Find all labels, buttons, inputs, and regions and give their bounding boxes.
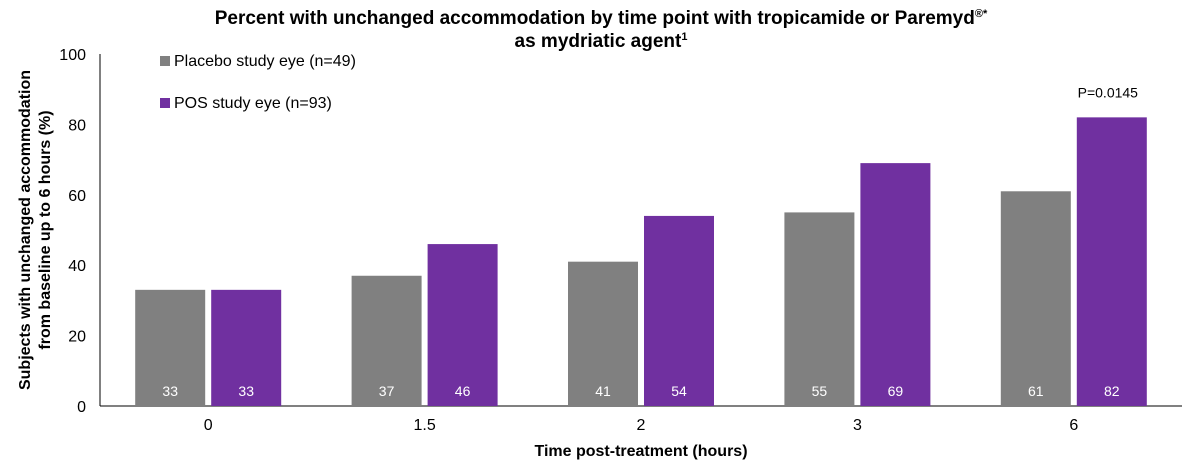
bar-value-label: 54 — [671, 383, 687, 399]
bar-value-label: 33 — [238, 383, 254, 399]
bar-value-label: 69 — [888, 383, 904, 399]
chart-title-sup1: ®* — [975, 8, 988, 20]
legend-swatch — [160, 98, 170, 108]
chart-title: Percent with unchanged accommodation by … — [215, 8, 988, 29]
y-ticks: 0 20 40 60 80 100 — [59, 47, 86, 416]
bar — [568, 261, 638, 406]
y-axis-label: Subjects with unchanged accommodation fr… — [17, 70, 54, 390]
x-tick-label: 1.5 — [413, 417, 435, 434]
y-axis-label-line2: from baseline up to 6 hours (%) — [37, 110, 54, 349]
bars: 33 33 37 46 41 54 55 69 61 82 — [135, 117, 1147, 407]
x-axis-label: Time post-treatment (hours) — [534, 443, 747, 460]
y-tick-label: 100 — [59, 47, 86, 64]
bar — [135, 289, 206, 406]
bar — [860, 163, 931, 406]
legend-swatch — [160, 56, 170, 66]
bar — [784, 212, 855, 406]
p-value-annotation: P=0.0145 — [1078, 84, 1139, 100]
bar — [1000, 191, 1071, 406]
bar-value-label: 55 — [812, 383, 828, 399]
chart-title-line1: Percent with unchanged accommodation by … — [215, 8, 975, 29]
bar-value-label: 37 — [379, 383, 395, 399]
bar-value-label: 33 — [162, 383, 178, 399]
chart-title-sup2: 1 — [681, 31, 687, 43]
bar-value-label: 82 — [1104, 383, 1120, 399]
legend-label: POS study eye (n=93) — [174, 95, 332, 112]
legend: Placebo study eye (n=49) POS study eye (n… — [160, 53, 356, 112]
x-tick-label: 3 — [853, 417, 862, 434]
y-tick-label: 0 — [77, 399, 86, 416]
annotations: P=0.0145 — [1078, 84, 1139, 100]
bar — [644, 215, 714, 406]
y-tick-label: 80 — [68, 117, 86, 134]
chart-title-2: as mydriatic agent1 — [515, 31, 688, 52]
bar — [1076, 117, 1147, 407]
y-axis-label-line1: Subjects with unchanged accommodation — [17, 70, 34, 390]
bar-value-label: 61 — [1028, 383, 1044, 399]
x-ticks: 0 1.5 2 3 6 — [204, 417, 1079, 434]
y-tick-label: 20 — [68, 329, 86, 346]
chart-title-line2: as mydriatic agent — [515, 31, 683, 52]
bar — [211, 289, 282, 406]
bar-value-label: 46 — [455, 383, 471, 399]
bar — [427, 244, 498, 406]
y-tick-label: 40 — [68, 258, 86, 275]
bar — [351, 275, 422, 406]
y-tick-label: 60 — [68, 188, 86, 205]
legend-label: Placebo study eye (n=49) — [174, 53, 356, 70]
x-tick-label: 2 — [637, 417, 646, 434]
bar-value-label: 41 — [595, 383, 611, 399]
x-tick-label: 0 — [204, 417, 213, 434]
x-tick-label: 6 — [1069, 417, 1078, 434]
